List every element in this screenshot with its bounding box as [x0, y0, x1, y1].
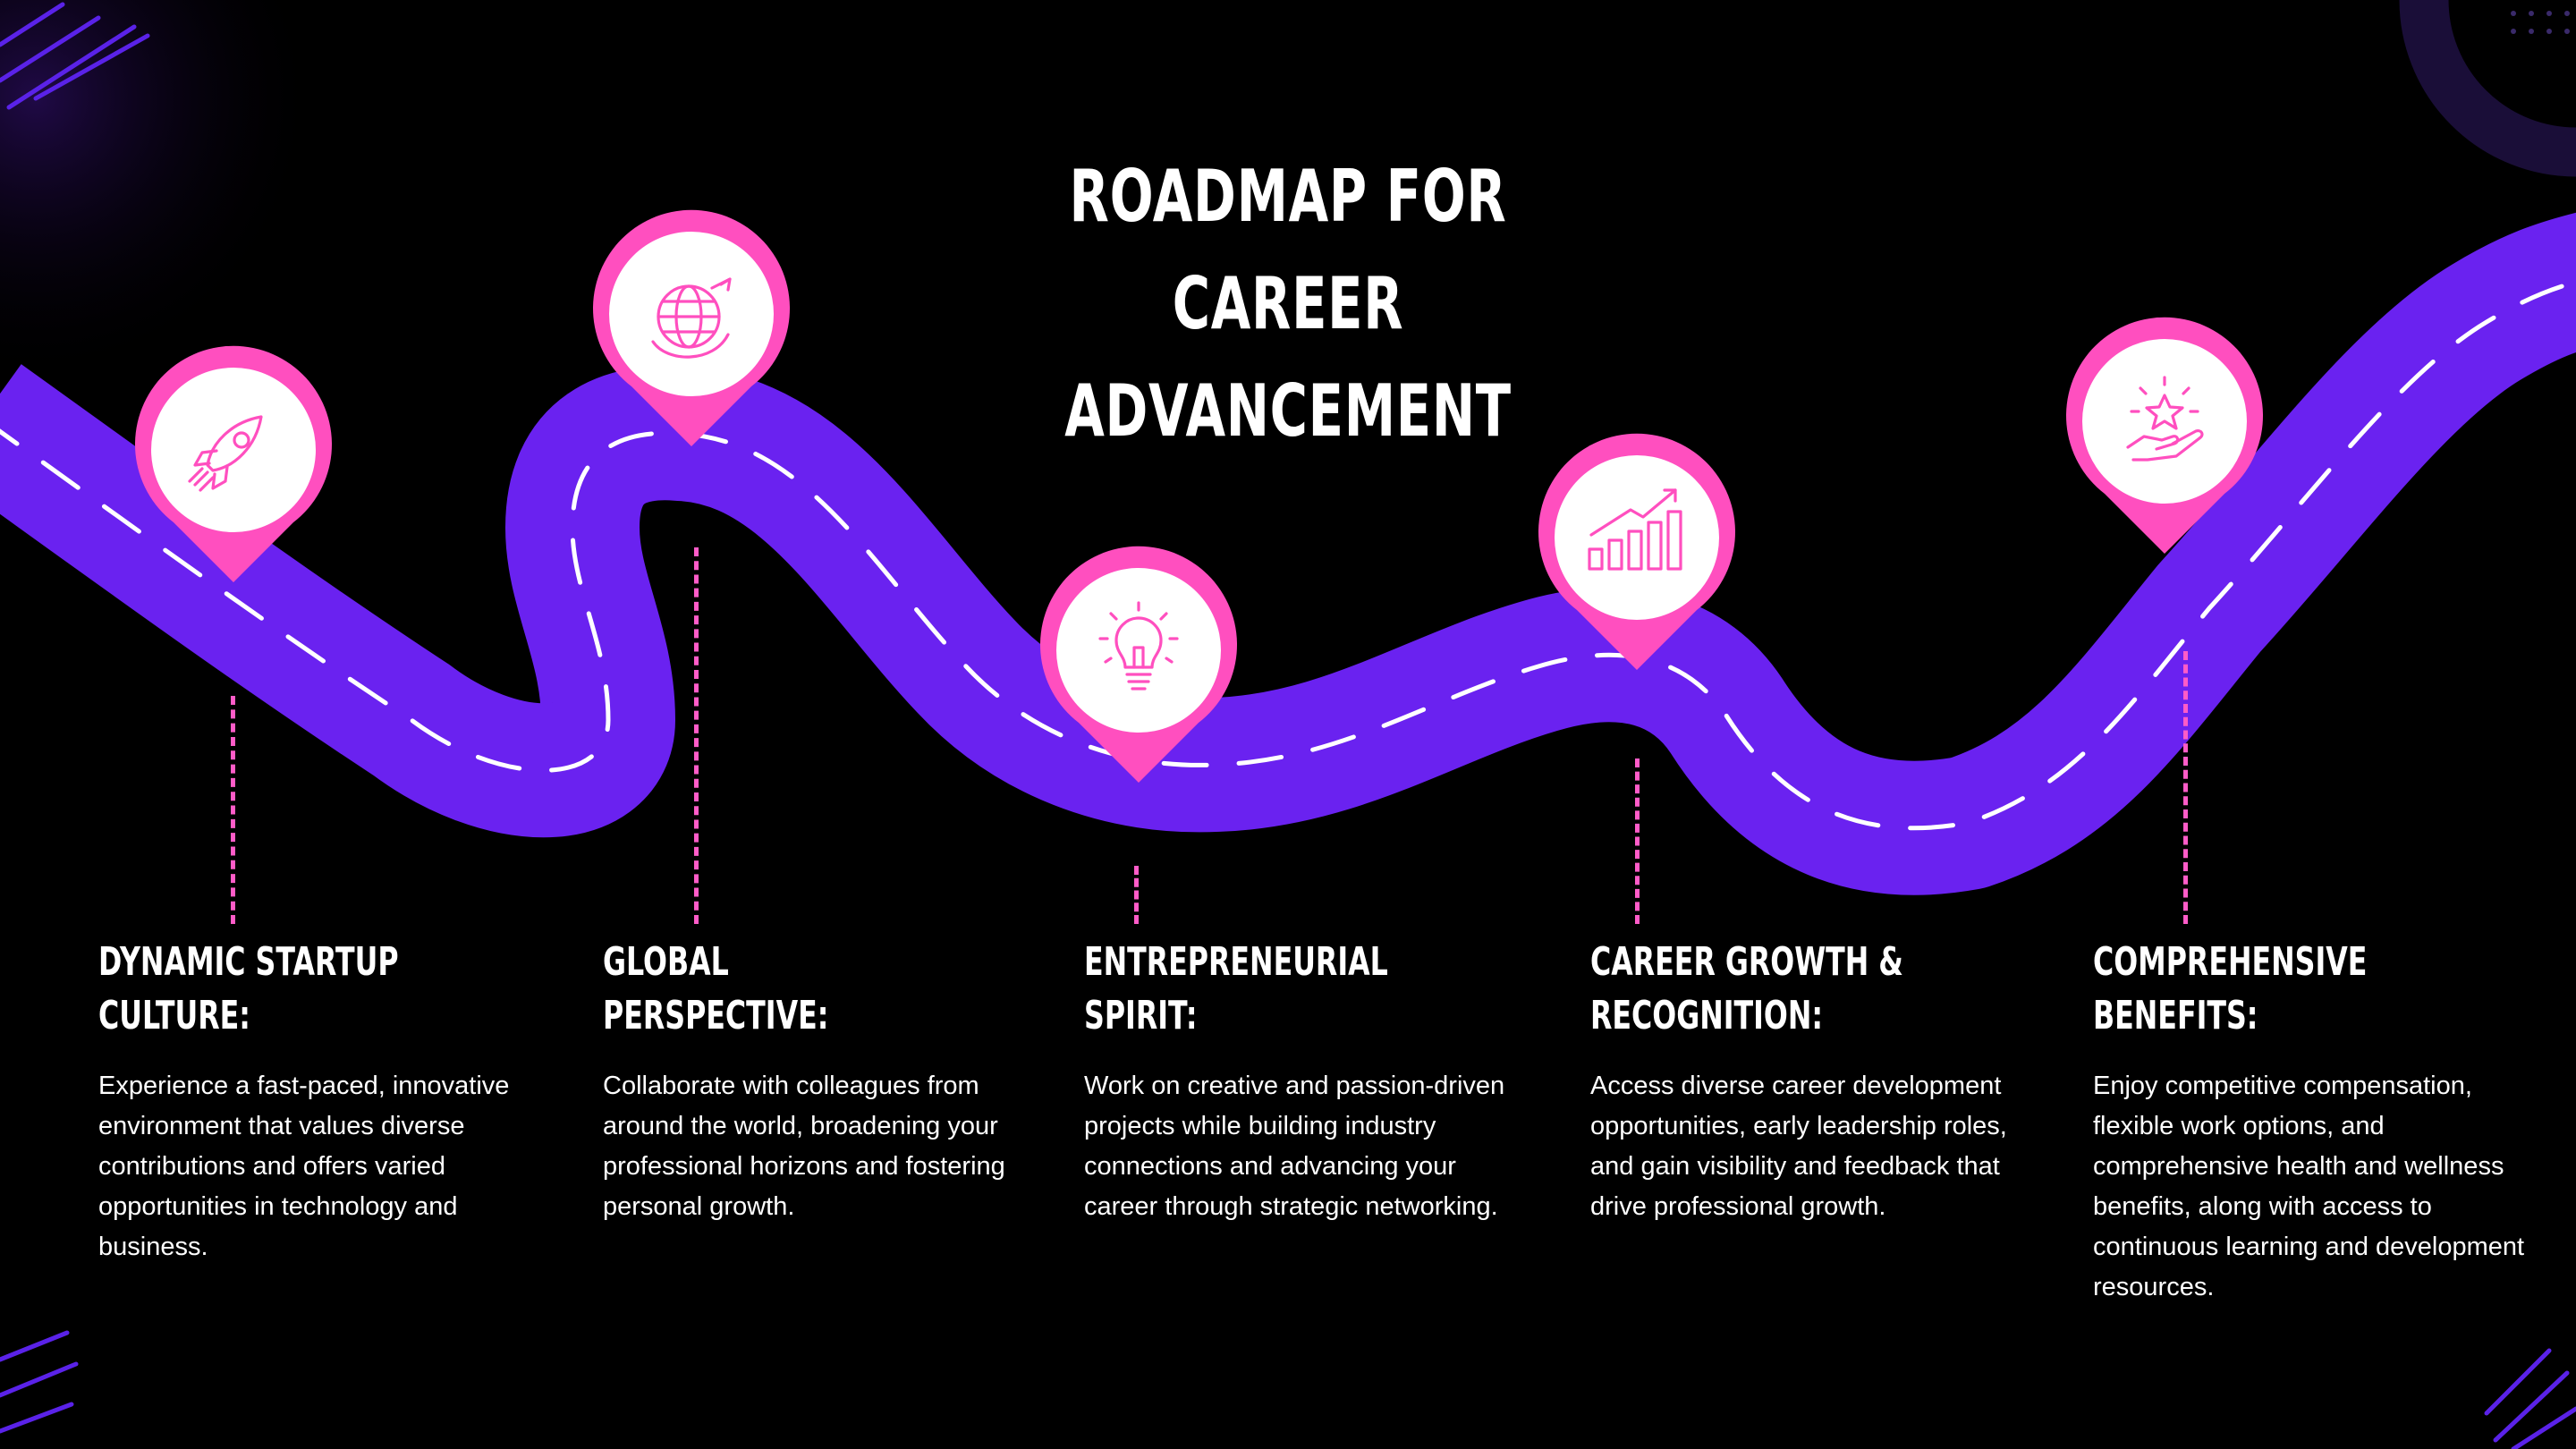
globe-icon	[651, 277, 732, 359]
milestone-pin-5	[2062, 317, 2267, 578]
star-hand-icon	[2126, 376, 2204, 462]
milestone-title-3: ENTREPRENEURIAL SPIRIT:	[1084, 939, 1388, 1038]
milestone-description-3: Work on creative and passion-driven proj…	[1084, 1072, 1505, 1221]
connector-line-1	[231, 696, 235, 924]
connector-line-2	[694, 547, 699, 924]
title-line-1: ROADMAP FOR CAREER	[1069, 155, 1507, 345]
connector-line-3	[1134, 866, 1139, 924]
milestone-title-4: CAREER GROWTH & RECOGNITION:	[1590, 939, 1903, 1038]
milestone-description-1: Experience a fast-paced, innovative envi…	[98, 1072, 510, 1261]
title-line-2: ADVANCEMENT	[1064, 369, 1512, 453]
milestone-description-2: Collaborate with colleagues from around …	[603, 1072, 1005, 1221]
milestone-title-1: DYNAMIC STARTUP CULTURE:	[98, 939, 399, 1038]
milestone-title-2: GLOBAL PERSPECTIVE:	[603, 939, 829, 1038]
milestone-description-5: Enjoy competitive compensation, flexible…	[2093, 1072, 2525, 1301]
rocket-icon	[188, 415, 263, 492]
lightbulb-icon	[1098, 601, 1179, 691]
milestone-pin-1	[131, 345, 336, 606]
milestone-description-4: Access diverse career development opport…	[1590, 1072, 2007, 1221]
page-title: ROADMAP FOR CAREER ADVANCEMENT	[966, 143, 1610, 465]
milestone-pin-3	[1036, 546, 1241, 807]
milestone-pin-4	[1534, 433, 1740, 694]
growth-chart-icon	[1588, 488, 1682, 571]
milestone-pin-2	[589, 209, 794, 470]
milestone-title-5: COMPREHENSIVE BENEFITS:	[2093, 939, 2368, 1038]
connector-line-5	[2183, 651, 2188, 924]
connector-line-4	[1635, 758, 1640, 924]
